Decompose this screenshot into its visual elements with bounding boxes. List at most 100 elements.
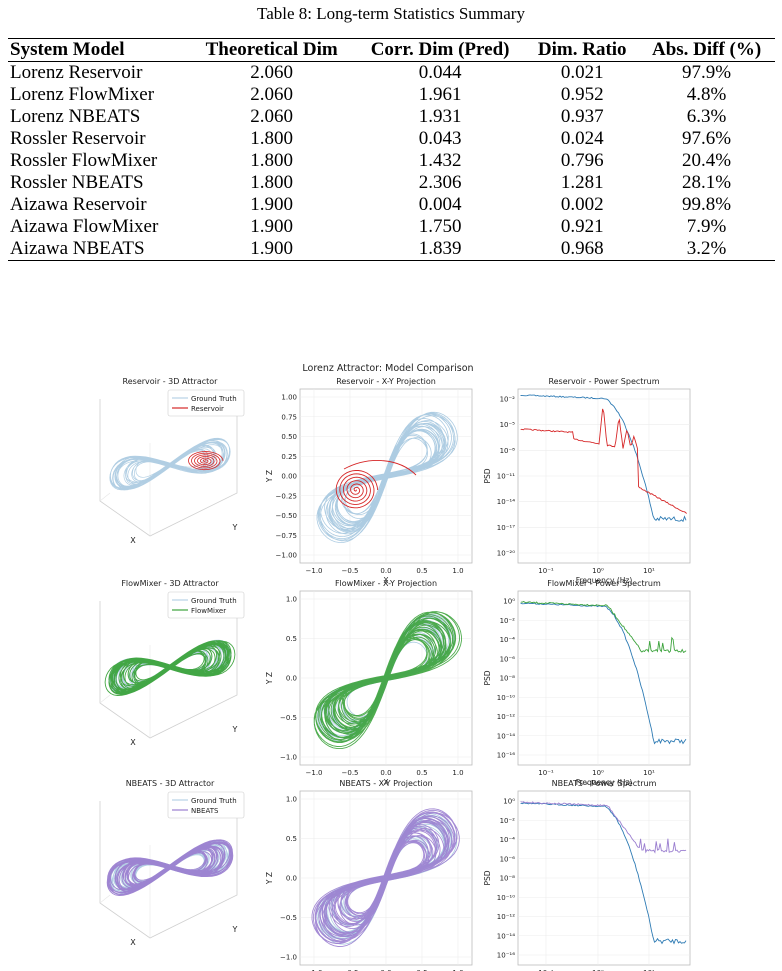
xy-projection-panel: Reservoir - X-Y Projection −1.0 −0.5 0.0 0.5… bbox=[265, 377, 473, 585]
model-spectrum bbox=[520, 600, 687, 654]
x-tick-label: −0.5 bbox=[342, 567, 359, 575]
y-tick-label: 10⁻² bbox=[500, 396, 516, 404]
row-label: Aizawa FlowMixer bbox=[10, 216, 159, 237]
y-tick-label: 10⁻⁴ bbox=[500, 836, 516, 844]
panel-title: FlowMixer - 3D Attractor bbox=[121, 579, 219, 588]
axis-label-x: X bbox=[130, 938, 136, 947]
table-cell: 1.931 bbox=[418, 106, 462, 127]
panel-title: NBEATS - X-Y Projection bbox=[339, 779, 432, 788]
ground-truth-projection bbox=[316, 411, 458, 543]
table-cell: 97.9% bbox=[682, 62, 732, 83]
row-label: Rossler Reservoir bbox=[10, 128, 146, 149]
table-cell: 1.839 bbox=[418, 238, 462, 259]
x-tick-label: 10¹ bbox=[643, 567, 655, 575]
y-tick-label: 10⁻²⁰ bbox=[497, 550, 515, 558]
table-cell: 0.796 bbox=[560, 150, 604, 171]
legend-label: Reservoir bbox=[191, 405, 224, 413]
y-tick-label: −0.50 bbox=[276, 512, 297, 520]
model-trajectory bbox=[104, 640, 236, 696]
x-tick-label: 1.0 bbox=[452, 969, 463, 971]
y-tick-label: 10⁻⁴ bbox=[500, 636, 516, 644]
y-tick-label: −0.5 bbox=[280, 714, 297, 722]
legend-label: FlowMixer bbox=[191, 607, 226, 615]
legend-box bbox=[167, 389, 245, 417]
table-cell: 2.306 bbox=[418, 172, 462, 193]
y-tick-label: −1.00 bbox=[276, 552, 297, 560]
y-tick-label: 10⁰ bbox=[503, 798, 515, 806]
x-axis-label: X bbox=[383, 778, 388, 787]
model-projection bbox=[311, 808, 460, 947]
table-cell: 99.8% bbox=[682, 194, 732, 215]
y-tick-label: 10⁻⁸ bbox=[500, 675, 516, 683]
x-tick-label: 10¹ bbox=[643, 769, 655, 777]
x-tick-label: −0.5 bbox=[342, 969, 359, 971]
y-axis-label: Y Z bbox=[265, 470, 274, 483]
xy-projection-panel: NBEATS - X-Y Projection −1.0 −0.5 0.0 0.5 1.0… bbox=[265, 779, 473, 971]
legend-label: Ground Truth bbox=[191, 797, 237, 805]
y-axis-label: Y Z bbox=[265, 872, 274, 885]
legend-label: Ground Truth bbox=[191, 597, 237, 605]
y-tick-label: 1.0 bbox=[286, 596, 297, 604]
table-cell: 1.900 bbox=[250, 216, 294, 237]
table-cell: 2.060 bbox=[250, 106, 294, 127]
panel-title: Reservoir - Power Spectrum bbox=[548, 377, 659, 386]
table-cell: 1.800 bbox=[250, 172, 294, 193]
y-tick-label: 0.5 bbox=[286, 635, 297, 643]
y-tick-label: 0.5 bbox=[286, 835, 297, 843]
power-spectrum-panel: FlowMixer - Power Spectrum 10⁻¹ 10⁰ 10¹ 10⁰ 1… bbox=[483, 579, 691, 787]
x-tick-label: 0.5 bbox=[416, 567, 427, 575]
y-axis-label: PSD bbox=[483, 670, 492, 685]
panel-title: FlowMixer - Power Spectrum bbox=[547, 579, 661, 588]
column-header: Corr. Dim (Pred) bbox=[370, 39, 510, 60]
table-header-row: System Model Theoretical Dim Corr. Dim (… bbox=[8, 38, 775, 62]
row-label: Aizawa Reservoir bbox=[10, 194, 147, 215]
x-axis-label: Frequency (Hz) bbox=[576, 576, 633, 585]
y-tick-label: 10⁻¹⁴ bbox=[497, 498, 515, 506]
table-cell: 1.800 bbox=[250, 150, 294, 171]
table-row: Aizawa Reservoir 1.900 0.004 0.002 99.8% bbox=[8, 194, 775, 216]
model-projection bbox=[343, 460, 417, 476]
column-header: Theoretical Dim bbox=[205, 39, 338, 60]
table-row: Aizawa FlowMixer 1.900 1.750 0.921 7.9% bbox=[8, 216, 775, 238]
y-tick-label: 10⁻¹⁶ bbox=[497, 952, 515, 960]
y-tick-label: 1.0 bbox=[286, 796, 297, 804]
y-tick-label: 0.25 bbox=[281, 453, 297, 461]
table-cell: 2.060 bbox=[250, 62, 294, 83]
x-tick-label: 10⁰ bbox=[592, 769, 604, 777]
x-tick-label: 10¹ bbox=[643, 969, 655, 971]
power-spectrum-panel: Reservoir - Power Spectrum 10⁻¹ 10⁰ 10¹ 10⁻²… bbox=[483, 377, 691, 585]
model-projection bbox=[313, 611, 462, 750]
table-cell: 1.281 bbox=[560, 172, 604, 193]
legend: Ground Truth NBEATS bbox=[167, 791, 245, 819]
table-cell: 1.900 bbox=[250, 194, 294, 215]
legend-box bbox=[167, 791, 245, 819]
y-tick-label: −1.0 bbox=[280, 754, 297, 762]
y-tick-label: −0.5 bbox=[280, 914, 297, 922]
table-cell: 1.800 bbox=[250, 128, 294, 149]
x-tick-label: 10⁻¹ bbox=[538, 969, 554, 971]
x-axis-label: Frequency (Hz) bbox=[576, 778, 633, 787]
table-row: Rossler FlowMixer 1.800 1.432 0.796 20.4% bbox=[8, 150, 775, 172]
table-cell: 1.900 bbox=[250, 238, 294, 259]
y-tick-label: 1.00 bbox=[281, 394, 297, 402]
x-tick-label: 10⁰ bbox=[592, 969, 604, 971]
table-cell: 28.1% bbox=[682, 172, 732, 193]
table-row: Rossler NBEATS 1.800 2.306 1.281 28.1% bbox=[8, 172, 775, 194]
table-cell: 0.002 bbox=[560, 194, 604, 215]
y-tick-label: 0.75 bbox=[281, 413, 297, 421]
table-cell: 4.8% bbox=[686, 84, 727, 105]
y-tick-label: 10⁻⁶ bbox=[500, 855, 516, 863]
attractor-3d-panel: NBEATS - 3D Attractor X Y Ground Truth NBEAT… bbox=[99, 779, 245, 947]
y-axis-label: PSD bbox=[483, 468, 492, 483]
axis-label-y: Y bbox=[232, 523, 238, 532]
table-cell: 1.750 bbox=[418, 216, 462, 237]
statistics-table: System Model Theoretical Dim Corr. Dim (… bbox=[8, 38, 775, 261]
legend: Ground Truth Reservoir bbox=[167, 389, 245, 417]
y-tick-label: 10⁻¹⁴ bbox=[497, 732, 515, 740]
y-axis-label: Y Z bbox=[265, 672, 274, 685]
y-tick-label: 10⁻¹⁰ bbox=[497, 694, 515, 702]
panel-title: FlowMixer - X-Y Projection bbox=[335, 579, 437, 588]
x-tick-label: 10⁰ bbox=[592, 567, 604, 575]
x-tick-label: 0.5 bbox=[416, 769, 427, 777]
y-tick-label: 0.0 bbox=[286, 675, 297, 683]
